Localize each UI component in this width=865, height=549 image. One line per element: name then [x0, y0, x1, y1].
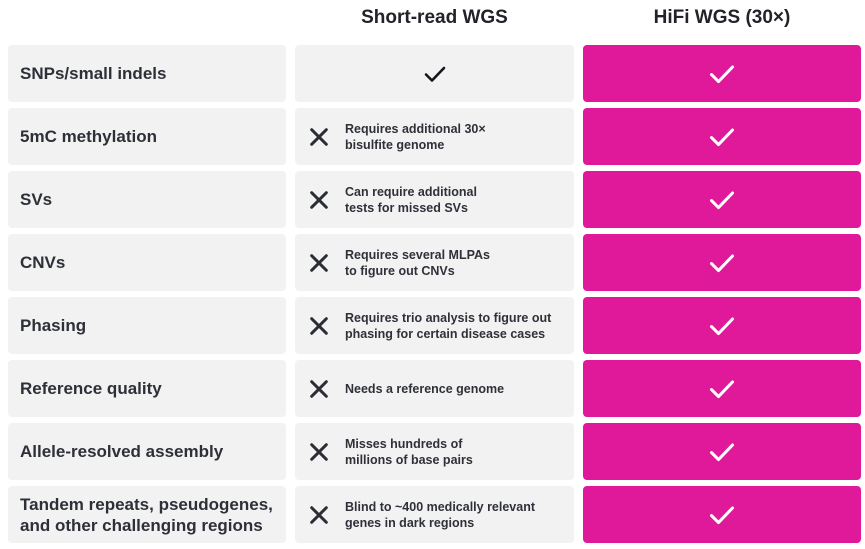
short-read-note-line: Requires trio analysis to figure out: [345, 310, 552, 325]
feature-label: 5mC methylation: [8, 108, 286, 165]
x-icon: [310, 505, 328, 524]
check-icon: [709, 442, 735, 461]
short-read-note: Misses hundreds of millions of base pairs: [345, 436, 473, 468]
short-read-note-line: Misses hundreds of: [345, 436, 463, 451]
short-read-note-line: bisulfite genome: [345, 137, 445, 152]
short-read-note: Needs a reference genome: [345, 381, 504, 397]
feature-label: SNPs/small indels: [8, 45, 286, 102]
short-read-cell: Requires several MLPAs to figure out CNVs: [295, 234, 574, 291]
table-row: Phasing Requires trio analysis to figure …: [8, 297, 861, 354]
table-row: SVs Can require additional tests for misse…: [8, 171, 861, 228]
short-read-note-line: Can require additional: [345, 184, 477, 199]
short-read-note: Requires trio analysis to figure out phas…: [345, 310, 551, 342]
short-read-note: Requires several MLPAs to figure out CNVs: [345, 247, 490, 279]
feature-label: Phasing: [8, 297, 286, 354]
feature-label-line: and other challenging regions: [20, 515, 263, 535]
x-icon: [310, 253, 328, 272]
table-row: SNPs/small indels: [8, 45, 861, 102]
hifi-cell: [583, 171, 861, 228]
check-icon: [709, 127, 735, 146]
feature-label: SVs: [8, 171, 286, 228]
hifi-cell: [583, 45, 861, 102]
hifi-cell: [583, 423, 861, 480]
short-read-note-line: Needs a reference genome: [345, 381, 505, 396]
feature-label-line: SVs: [20, 190, 53, 209]
feature-label: Reference quality: [8, 360, 286, 417]
feature-label-line: Allele-resolved assembly: [20, 442, 224, 461]
check-icon: [709, 505, 735, 524]
feature-label-line: Tandem repeats, pseudogenes,: [20, 494, 273, 514]
feature-label-line: Phasing: [20, 316, 87, 335]
hifi-cell: [583, 297, 861, 354]
feature-label-line: 5mC methylation: [20, 127, 157, 146]
x-icon: [310, 316, 328, 335]
hifi-cell: [583, 234, 861, 291]
short-read-note-line: phasing for certain disease cases: [345, 326, 546, 341]
short-read-note-line: Blind to ~400 medically relevant: [345, 499, 536, 514]
short-read-cell: Requires additional 30× bisulfite genome: [295, 108, 574, 165]
short-read-note-line: millions of base pairs: [345, 452, 473, 467]
check-icon: [424, 66, 445, 82]
check-icon: [709, 64, 735, 83]
short-read-note: Can require additional tests for missed S…: [345, 184, 477, 216]
feature-label: Tandem repeats, pseudogenes, and other ch…: [8, 486, 286, 543]
x-icon: [310, 127, 328, 146]
feature-label: Allele-resolved assembly: [8, 423, 286, 480]
short-read-cell: Needs a reference genome: [295, 360, 574, 417]
short-read-note-line: Requires additional 30×: [345, 121, 486, 136]
short-read-cell: [295, 45, 574, 102]
table-row: Reference quality Needs a reference genom…: [8, 360, 861, 417]
check-icon: [709, 253, 735, 272]
short-read-note-line: to figure out CNVs: [345, 263, 455, 278]
short-read-cell: Can require additional tests for missed S…: [295, 171, 574, 228]
feature-label-line: CNVs: [20, 253, 66, 272]
check-icon: [709, 190, 735, 209]
column-header-hifi: HiFi WGS (30×): [653, 7, 791, 28]
hifi-cell: [583, 360, 861, 417]
x-icon: [310, 379, 328, 398]
short-read-note: Blind to ~400 medically relevant genes in…: [345, 499, 535, 531]
short-read-cell: Blind to ~400 medically relevant genes in…: [295, 486, 574, 543]
check-icon: [709, 316, 735, 335]
short-read-note-line: Requires several MLPAs: [345, 247, 490, 262]
short-read-note-line: tests for missed SVs: [345, 200, 468, 215]
feature-label-line: SNPs/small indels: [20, 64, 167, 83]
x-icon: [310, 442, 328, 461]
table-row: Allele-resolved assembly Misses hundreds …: [8, 423, 861, 480]
check-icon: [709, 379, 735, 398]
short-read-note-line: genes in dark regions: [345, 515, 475, 530]
hifi-cell: [583, 108, 861, 165]
hifi-cell: [583, 486, 861, 543]
table-row: 5mC methylation Requires additional 30× bi…: [8, 108, 861, 165]
column-header-short-read: Short-read WGS: [361, 7, 508, 28]
short-read-note: Requires additional 30× bisulfite genome: [345, 121, 486, 153]
short-read-cell: Misses hundreds of millions of base pairs: [295, 423, 574, 480]
feature-label: CNVs: [8, 234, 286, 291]
table-row: CNVs Requires several MLPAs to figure out …: [8, 234, 861, 291]
feature-label-line: Reference quality: [20, 379, 162, 398]
short-read-cell: Requires trio analysis to figure out phas…: [295, 297, 574, 354]
table-row: Tandem repeats, pseudogenes, and other ch…: [8, 486, 861, 543]
x-icon: [310, 190, 328, 209]
